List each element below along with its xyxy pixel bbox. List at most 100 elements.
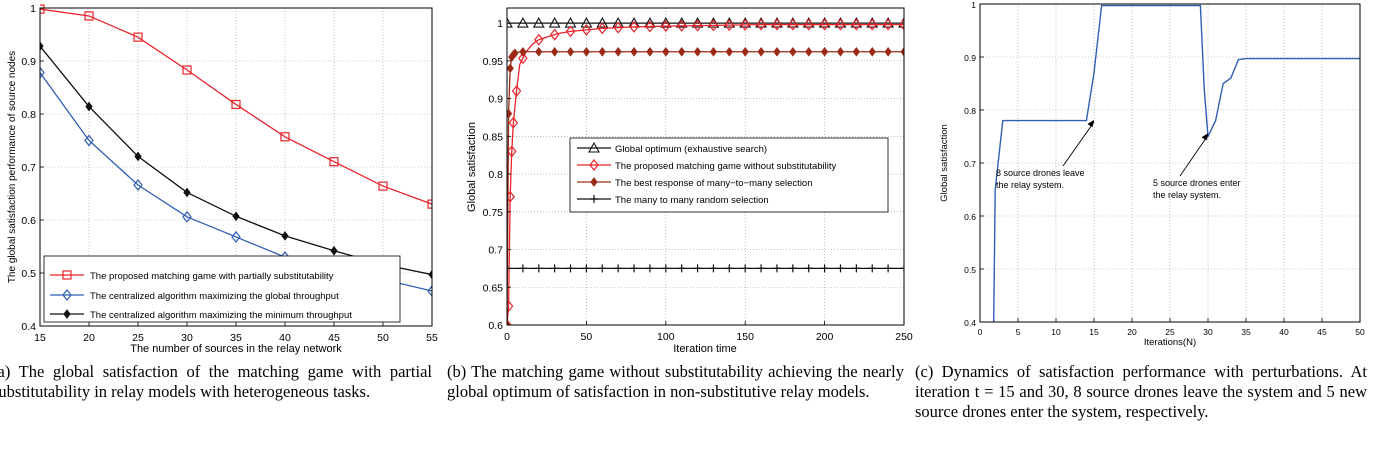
chart-b-series-2-point bbox=[511, 85, 522, 97]
chart-c-xtick-label: 30 bbox=[1203, 327, 1213, 337]
chart-c-annotation-2-line-2: the relay system. bbox=[1153, 190, 1221, 200]
chart-a-series-3-point bbox=[330, 245, 338, 256]
chart-b-series-4-point bbox=[518, 264, 527, 273]
chart-a-series-1-point bbox=[427, 199, 432, 209]
chart-b-series-3-point bbox=[598, 46, 606, 57]
chart-a-series-1-point bbox=[182, 65, 192, 75]
chart-a-ytick-label: 0.6 bbox=[21, 215, 36, 227]
chart-a-legend-label-2: The centralized algorithm maximizing the… bbox=[90, 291, 339, 302]
chart-b-series-3-point bbox=[741, 46, 749, 57]
chart-b-series-4-point bbox=[550, 264, 559, 273]
chart-b-legend-marker-2 bbox=[589, 159, 599, 171]
chart-b-legend-label-1: Global optimum (exhaustive search) bbox=[615, 144, 767, 155]
chart-b-series-1-point bbox=[548, 16, 561, 28]
chart-b-series-2-point bbox=[533, 33, 544, 46]
chart-b-series-2-point bbox=[851, 18, 862, 31]
chart-b-series-3-point bbox=[884, 46, 892, 57]
chart-b-legend: Global optimum (exhaustive search) The p… bbox=[569, 137, 889, 213]
chart-b-series-4-point bbox=[868, 264, 877, 273]
chart-b-ytick-label: 0.95 bbox=[483, 56, 504, 68]
chart-b-series-3-point bbox=[566, 46, 575, 57]
chart-b-series-3-point bbox=[693, 46, 702, 57]
chart-b-series-3-point bbox=[582, 46, 591, 57]
chart-b-legend-box bbox=[569, 137, 889, 213]
chart-b-series-1-point bbox=[659, 16, 672, 28]
chart-b-series-2-point bbox=[613, 21, 623, 34]
chart-b-series-2-point bbox=[549, 28, 560, 41]
chart-b-series-3 bbox=[507, 46, 904, 325]
chart-c-annotation-1-line-1: 8 source drones leave bbox=[996, 168, 1085, 178]
chart-b-series-4-point bbox=[566, 264, 575, 273]
chart-b-series-4-point bbox=[677, 264, 686, 273]
chart-a-ytick-label: 0.9 bbox=[21, 56, 36, 68]
chart-b-series-2-point bbox=[724, 19, 735, 32]
chart-b-series-3-point bbox=[507, 320, 511, 325]
chart-a-ytick-label: 0.7 bbox=[21, 162, 36, 174]
chart-a-series-2-point bbox=[182, 210, 192, 223]
chart-b-series-2-point bbox=[597, 22, 608, 35]
chart-b-series-2-point bbox=[581, 23, 592, 36]
chart-b-series-2-point bbox=[740, 18, 750, 31]
chart-b-series-2-point bbox=[883, 18, 893, 31]
chart-b-series-2-point bbox=[507, 300, 514, 313]
chart-b-series-4-point bbox=[836, 264, 845, 273]
chart-a: 15 20 25 30 35 40 45 50 55 0.4 0.5 0.6 0.7 0.8 0.9 1 Th… bbox=[7, 3, 438, 355]
chart-c-annotation-2-arrow bbox=[1179, 134, 1209, 177]
chart-b-ytick-label: 0.6 bbox=[488, 320, 503, 332]
chart-a-legend-label-1: The proposed matching game with partiall… bbox=[90, 271, 334, 282]
chart-a-series-1-point bbox=[378, 181, 388, 191]
chart-b-series-3-point bbox=[630, 46, 638, 57]
chart-a-series-1-point bbox=[133, 32, 143, 42]
chart-a-xtick-label: 40 bbox=[279, 332, 291, 344]
chart-b-series-1-point bbox=[532, 16, 545, 28]
chart-a-series-2-point bbox=[84, 134, 94, 147]
chart-b-ytick-label: 0.65 bbox=[483, 282, 504, 294]
chart-c-annotation-1-line-2: the relay system. bbox=[996, 180, 1064, 190]
chart-c: 0 5 10 15 20 25 30 35 40 45 500.40.50.60.70.80.91 … bbox=[939, 0, 1365, 348]
chart-b-series-2-point bbox=[835, 18, 846, 31]
chart-c-xtick-label: 40 bbox=[1279, 327, 1289, 337]
chart-b-series-4-point bbox=[661, 264, 670, 273]
chart-b-series bbox=[507, 16, 904, 325]
chart-b-xtick-label: 100 bbox=[657, 331, 675, 343]
chart-b-series-3-point bbox=[678, 46, 686, 57]
chart-b: 0 50 100 150 200 250 0.6 0.65 0.7 0.75 0.8 0.85 0.9 0… bbox=[466, 7, 913, 355]
chart-b-series-4-point bbox=[757, 264, 766, 273]
chart-c-annotation-1-arrowhead bbox=[1087, 119, 1094, 128]
chart-c-xtick-label: 35 bbox=[1241, 327, 1251, 337]
chart-b-series-1-point bbox=[675, 16, 688, 28]
chart-a-ytick-label: 0.8 bbox=[21, 109, 36, 121]
chart-a-series-3-point bbox=[85, 101, 93, 112]
chart-b-series-2-point bbox=[507, 319, 512, 325]
chart-b-series-4-point bbox=[693, 264, 702, 273]
chart-a-legend: The proposed matching game with partiall… bbox=[43, 255, 401, 323]
chart-a-legend-marker-3 bbox=[63, 309, 71, 319]
chart-b-series-4-point bbox=[772, 264, 781, 273]
chart-c-xtick-label: 50 bbox=[1355, 327, 1365, 337]
chart-b-xtick-label: 50 bbox=[581, 331, 593, 343]
chart-a-series-1-point bbox=[280, 132, 290, 142]
chart-a-xtick-label: 55 bbox=[426, 332, 438, 344]
chart-b-series-3-point bbox=[511, 48, 519, 59]
chart-b-series-2-point bbox=[661, 20, 671, 33]
chart-c-annotations: 8 source drones leave the relay system. … bbox=[996, 119, 1241, 200]
chart-a-legend-box bbox=[43, 255, 401, 323]
chart-a-xtick-label: 20 bbox=[83, 332, 95, 344]
chart-b-axes-box bbox=[506, 7, 905, 326]
chart-b-series-2-point bbox=[676, 19, 687, 32]
chart-c-xlabel: Iterations(N) bbox=[1144, 337, 1196, 348]
chart-b-series-4-point bbox=[507, 264, 511, 273]
chart-b-series-2-point bbox=[788, 18, 798, 31]
chart-a-legend-swatches bbox=[50, 270, 84, 319]
chart-b-series-4-point bbox=[820, 264, 829, 273]
chart-b-legend-marker-4 bbox=[590, 195, 598, 203]
chart-b-series-4-point bbox=[598, 264, 607, 273]
chart-b-series-3-point bbox=[820, 46, 829, 57]
chart-a-ytick-label: 0.4 bbox=[21, 321, 36, 333]
chart-b-series-3-point bbox=[709, 46, 718, 57]
chart-c-ytick-label: 0.9 bbox=[964, 53, 976, 63]
chart-a-series-2-point bbox=[133, 179, 143, 191]
chart-c-series-1-line bbox=[992, 4, 1360, 322]
chart-b-series-4-point bbox=[645, 264, 654, 273]
chart-b-xtick-label: 150 bbox=[736, 331, 754, 343]
